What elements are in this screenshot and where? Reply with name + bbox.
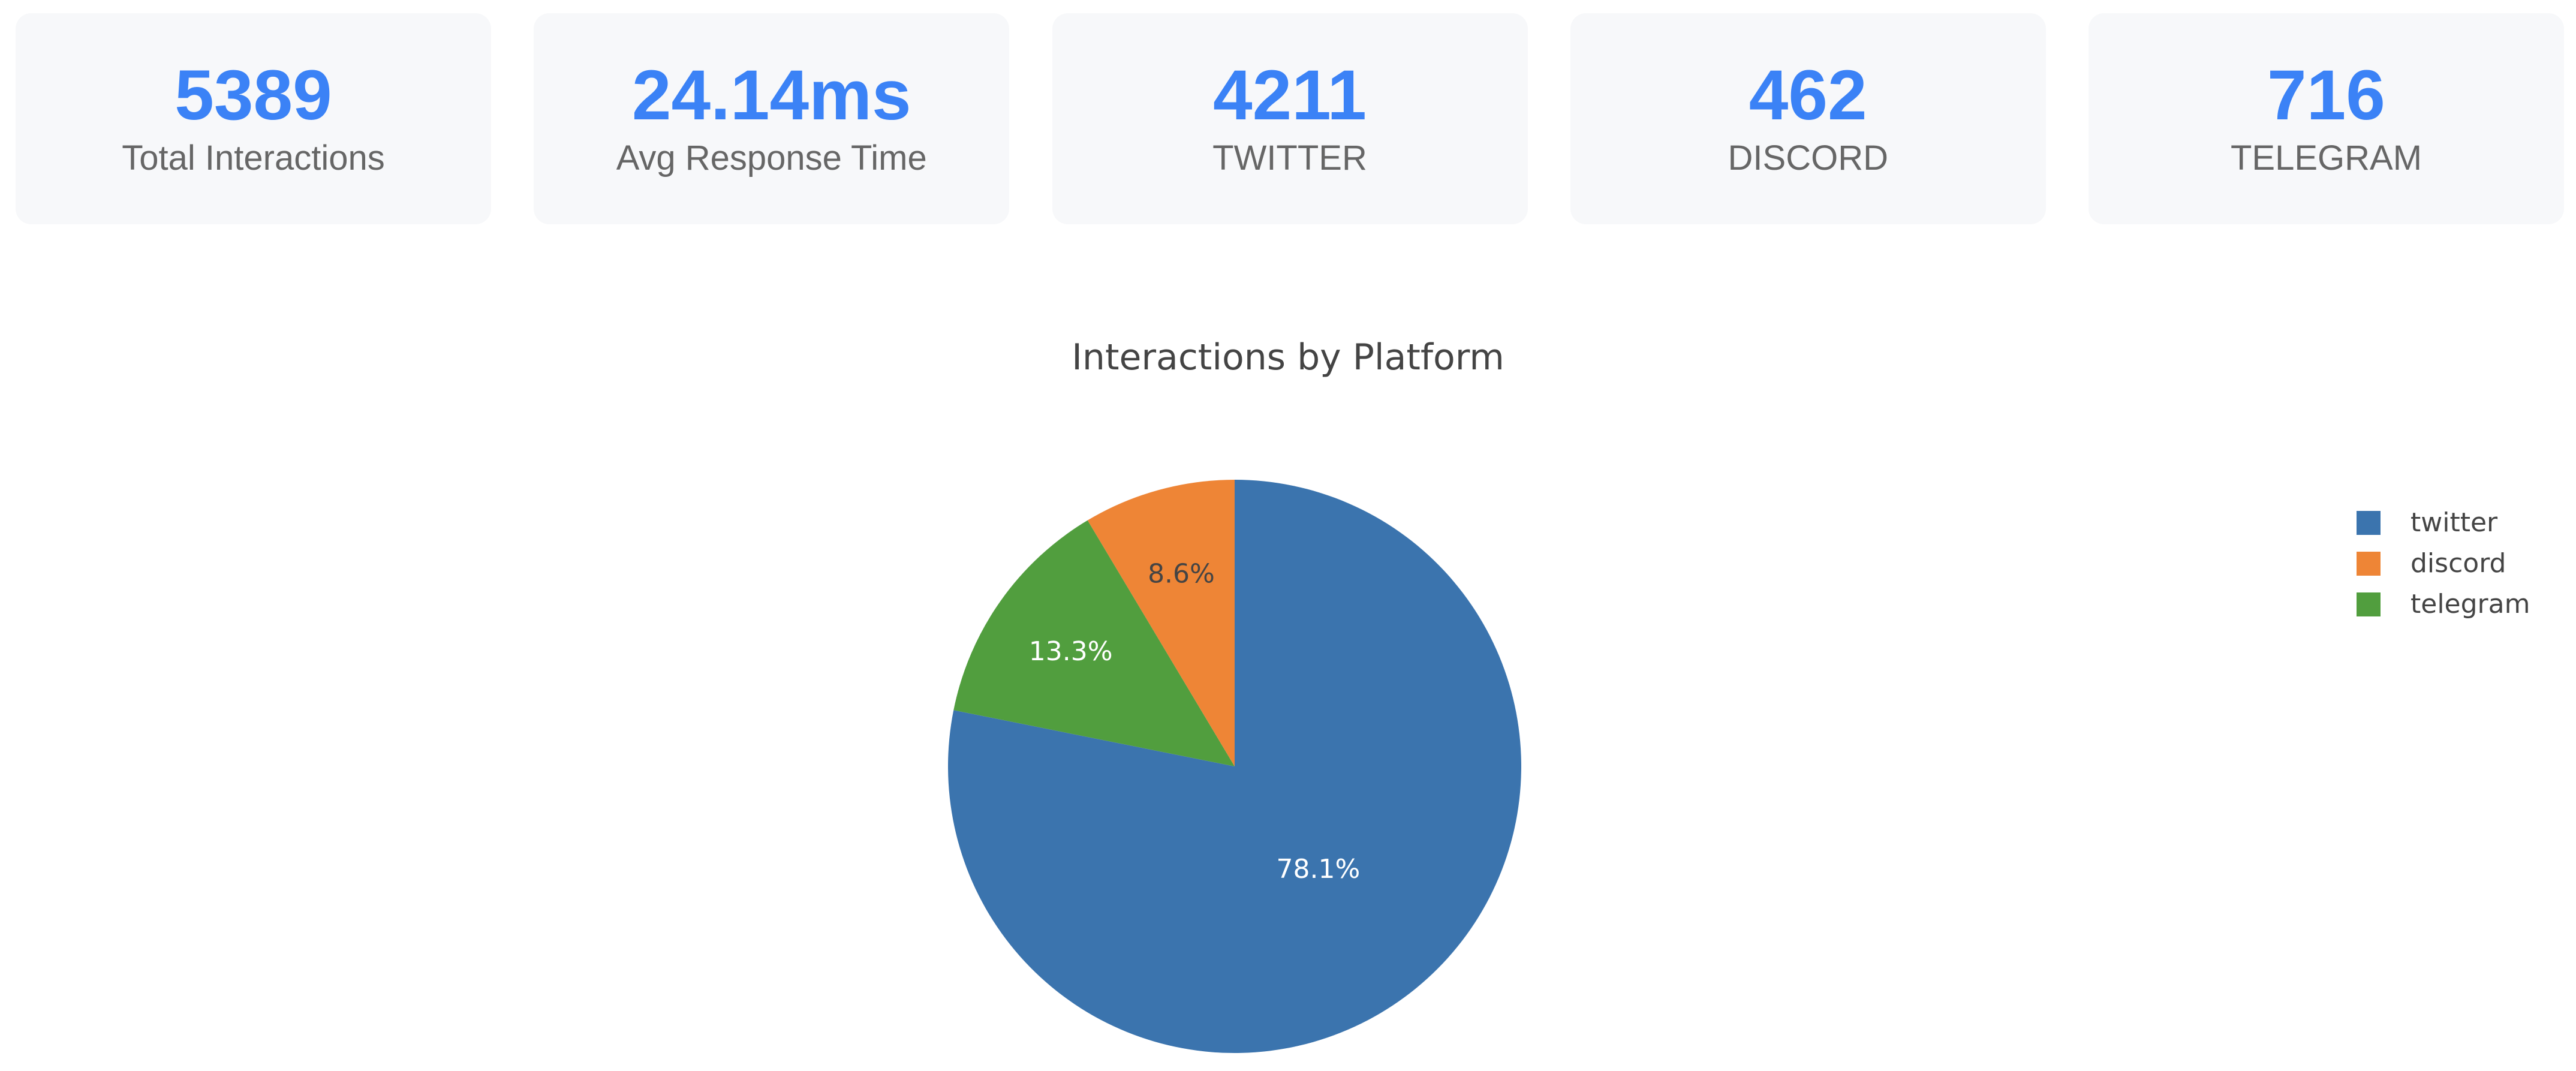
pie-chart-panel: Interactions by Platform 78.1% 13.3% 8.6% … (0, 276, 2576, 1068)
legend-label-discord[interactable]: discord (2411, 548, 2506, 579)
stat-label: Avg Response Time (616, 139, 927, 178)
stat-card-twitter: 4211 TWITTER (1052, 13, 1528, 224)
slice-label-telegram: 13.3% (1029, 636, 1113, 667)
pie-slice-twitter (948, 480, 1521, 1054)
pie-chart: Interactions by Platform 78.1%13.3%8.6% … (948, 336, 2530, 1054)
stat-value: 5389 (174, 56, 332, 135)
stat-card-total-interactions: 5389 Total Interactions (16, 13, 491, 224)
legend-swatch-discord[interactable] (2357, 552, 2381, 576)
stat-card-telegram: 716 TELEGRAM (2089, 13, 2564, 224)
stats-row: 5389 Total Interactions 24.14ms Avg Resp… (16, 13, 2564, 224)
stat-label: DISCORD (1728, 139, 1888, 178)
legend-swatch-twitter[interactable] (2357, 511, 2381, 535)
chart-legend: twitter discord telegram (2357, 507, 2530, 619)
pie-slices (948, 480, 1521, 1054)
stat-value: 462 (1749, 56, 1867, 135)
stat-label: Total Interactions (122, 139, 385, 178)
slice-label-twitter: 78.1% (1277, 854, 1361, 885)
legend-label-telegram[interactable]: telegram (2411, 589, 2530, 619)
pie-slice-discord (1087, 480, 1235, 766)
slice-label-discord: 8.6% (1148, 558, 1215, 589)
stat-value: 716 (2267, 56, 2385, 135)
chart-title: Interactions by Platform (1072, 336, 1504, 378)
stat-card-discord: 462 DISCORD (1570, 13, 2046, 224)
pie-slice-labels: 78.1% 13.3% 8.6% (1029, 558, 1361, 885)
stat-card-avg-response-time: 24.14ms Avg Response Time (534, 13, 1010, 224)
pie-slice-telegram (953, 520, 1235, 766)
stat-label: TELEGRAM (2230, 139, 2422, 178)
stat-value: 4211 (1213, 56, 1367, 135)
legend-label-twitter[interactable]: twitter (2411, 507, 2498, 538)
stat-value: 24.14ms (631, 56, 911, 135)
stat-label: TWITTER (1212, 139, 1367, 178)
legend-swatch-telegram[interactable] (2357, 592, 2381, 616)
